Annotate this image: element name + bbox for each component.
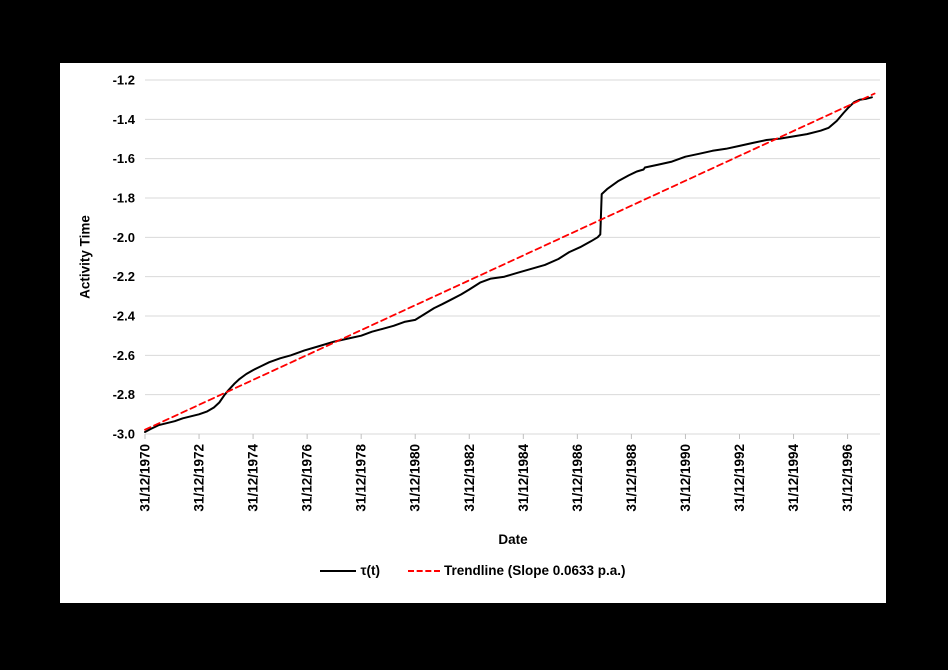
x-tick-label: 31/12/1988	[624, 444, 639, 512]
legend-item-trendline: Trendline (Slope 0.0633 p.a.)	[407, 563, 626, 578]
x-tick-label: 31/12/1992	[732, 444, 747, 512]
trendline-series-line	[144, 92, 876, 431]
x-tick-label: 31/12/1980	[408, 444, 423, 512]
x-tick-label: 31/12/1978	[354, 444, 369, 512]
y-tick-label: -2.4	[113, 309, 136, 324]
x-tick-label: 31/12/1996	[840, 444, 855, 512]
x-tick-label: 31/12/1976	[300, 444, 315, 512]
x-tick-label: 31/12/1994	[786, 444, 801, 512]
x-tick-label: 31/12/1984	[516, 444, 531, 512]
y-tick-label: -2.0	[113, 230, 135, 245]
y-tick-label: -1.2	[113, 73, 135, 88]
y-tick-label: -2.2	[113, 269, 135, 284]
y-tick-label: -1.6	[113, 151, 135, 166]
x-tick-label: 31/12/1970	[138, 444, 153, 512]
legend-label-trendline: Trendline (Slope 0.0633 p.a.)	[443, 563, 626, 578]
chart-card: -1.2 -1.4 -1.6 -1.8 -2.0 -2.2 -2.4 -2.6 -2.8 -3.0…	[60, 63, 886, 603]
y-tick-label: -3.0	[113, 427, 135, 442]
y-tick-label: -2.8	[113, 387, 135, 402]
y-tick-label: -1.4	[113, 112, 136, 127]
x-tick-label: 31/12/1990	[678, 444, 693, 512]
x-tick-label: 31/12/1982	[462, 444, 477, 512]
x-tick-label: 31/12/1986	[570, 444, 585, 512]
legend: τ(t) Trendline (Slope 0.0633 p.a.)	[60, 563, 886, 578]
tau-line-symbol	[320, 569, 357, 572]
x-tick-label: 31/12/1972	[192, 444, 207, 512]
y-axis-title: Activity Time	[77, 215, 93, 299]
legend-item-tau: τ(t)	[320, 563, 380, 578]
trendline-symbol	[407, 569, 440, 572]
y-tick-label: -2.6	[113, 348, 135, 363]
y-tick-label: -1.8	[113, 191, 135, 206]
tau-series-line	[144, 96, 873, 433]
activity-time-chart: -1.2 -1.4 -1.6 -1.8 -2.0 -2.2 -2.4 -2.6 -2.8 -3.0…	[113, 73, 880, 512]
x-axis-title: Date	[498, 532, 528, 547]
legend-label-tau: τ(t)	[360, 563, 380, 578]
x-tick-label: 31/12/1974	[246, 444, 261, 512]
